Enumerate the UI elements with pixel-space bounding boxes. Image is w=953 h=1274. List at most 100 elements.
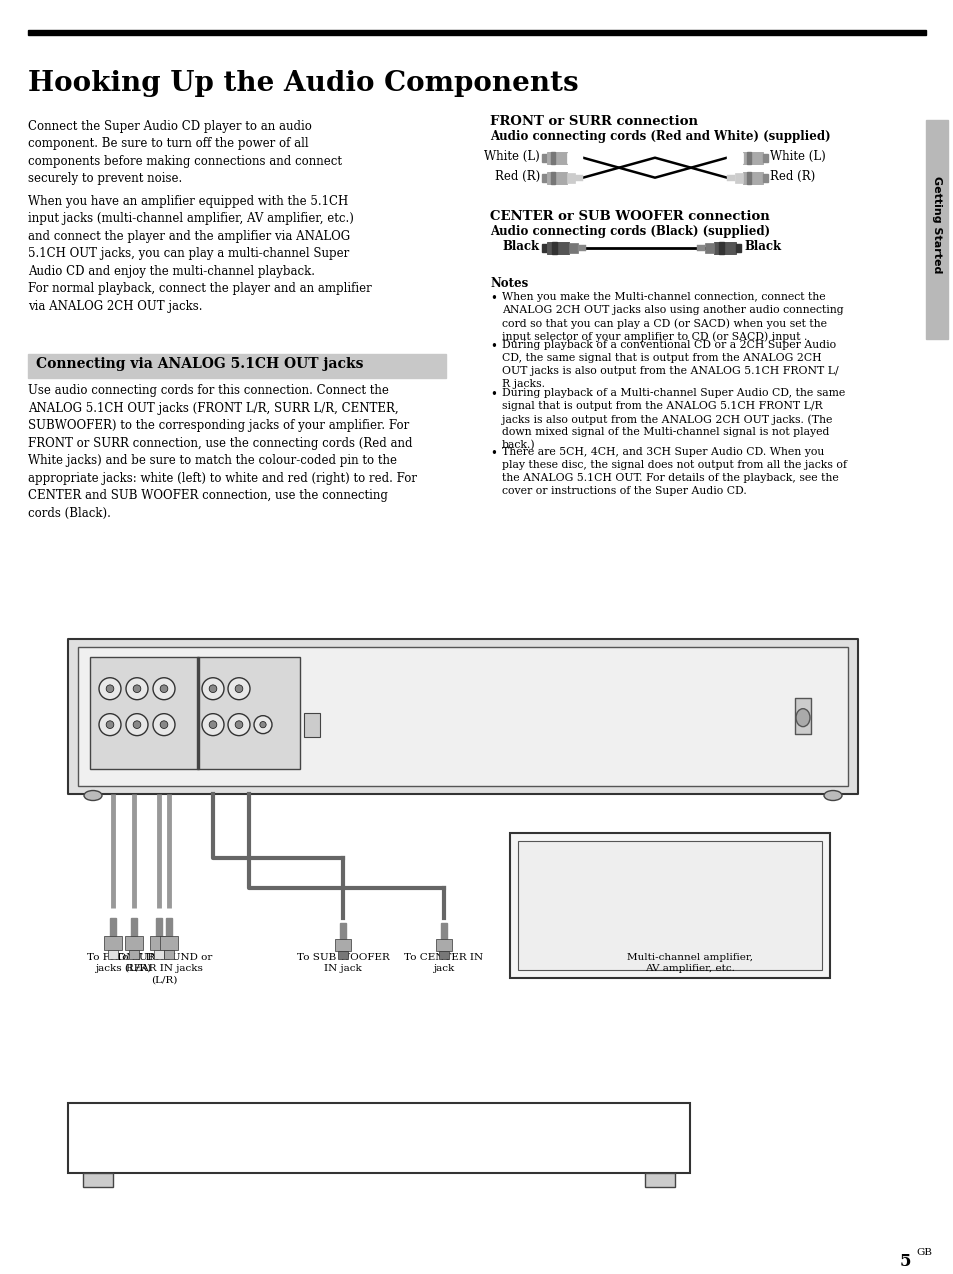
Text: •: • (490, 389, 497, 401)
Bar (338, 952, 348, 959)
Bar (108, 949, 118, 959)
Text: •: • (490, 293, 497, 306)
Ellipse shape (209, 721, 216, 729)
Ellipse shape (133, 721, 141, 729)
Bar (546, 172, 566, 183)
Bar (541, 154, 546, 162)
Bar (734, 153, 742, 163)
Ellipse shape (152, 678, 174, 699)
Bar (719, 242, 723, 254)
Bar (83, 1173, 112, 1187)
Text: Audio connecting cords (Black) (supplied): Audio connecting cords (Black) (supplied… (490, 224, 769, 237)
Text: To SURROUND or
REAR IN jacks
(L/R): To SURROUND or REAR IN jacks (L/R) (115, 953, 212, 985)
Bar (546, 242, 568, 254)
Ellipse shape (228, 678, 250, 699)
Text: CENTER or SUB WOOFER connection: CENTER or SUB WOOFER connection (490, 210, 769, 223)
Bar (125, 936, 143, 949)
Bar (742, 152, 762, 163)
Text: When you make the Multi-channel connection, connect the
ANALOG 2CH OUT jacks als: When you make the Multi-channel connecti… (501, 293, 842, 343)
Bar (551, 152, 555, 163)
Bar (541, 173, 546, 182)
Text: Getting Started: Getting Started (931, 176, 941, 273)
Text: •: • (490, 447, 497, 460)
Text: To CENTER IN
jack: To CENTER IN jack (404, 953, 483, 973)
Bar (68, 638, 857, 794)
Bar (746, 152, 750, 163)
Bar (196, 657, 199, 768)
Text: To FRONT IN
jacks (L/R): To FRONT IN jacks (L/R) (87, 953, 159, 973)
Bar (150, 936, 168, 949)
Bar (644, 1173, 675, 1187)
Bar (131, 919, 137, 936)
Text: 5: 5 (899, 1252, 910, 1270)
Text: GB: GB (915, 1247, 931, 1256)
Bar (110, 919, 116, 936)
Bar (575, 154, 582, 161)
Bar (578, 245, 585, 251)
Bar (510, 833, 829, 978)
Text: Notes: Notes (490, 278, 528, 290)
Ellipse shape (795, 708, 809, 726)
Ellipse shape (259, 721, 266, 727)
Bar (762, 154, 767, 162)
Bar (90, 657, 299, 768)
Ellipse shape (126, 678, 148, 699)
Bar (925, 120, 947, 339)
Text: There are 5CH, 4CH, and 3CH Super Audio CD. When you
play these disc, the signal: There are 5CH, 4CH, and 3CH Super Audio … (501, 447, 846, 496)
Ellipse shape (202, 678, 224, 699)
Ellipse shape (106, 721, 113, 729)
Bar (78, 647, 847, 786)
Text: Use audio connecting cords for this connection. Connect the
ANALOG 5.1CH OUT jac: Use audio connecting cords for this conn… (28, 385, 416, 520)
Ellipse shape (160, 685, 168, 693)
Bar (28, 354, 446, 378)
Text: Black: Black (502, 240, 539, 252)
Text: White (L): White (L) (769, 150, 825, 163)
Bar (575, 175, 582, 181)
Text: Multi-channel amplifier,
AV amplifier, etc.: Multi-channel amplifier, AV amplifier, e… (626, 953, 752, 973)
Ellipse shape (209, 685, 216, 693)
Text: Red (R): Red (R) (495, 169, 539, 182)
Bar (735, 243, 740, 251)
Bar (568, 242, 578, 252)
Bar (104, 936, 122, 949)
Ellipse shape (126, 713, 148, 735)
Text: During playback of a conventional CD or a 2CH Super Audio
CD, the same signal th: During playback of a conventional CD or … (501, 340, 838, 389)
Ellipse shape (99, 713, 121, 735)
Ellipse shape (234, 721, 243, 729)
Bar (68, 1103, 689, 1173)
Bar (166, 919, 172, 936)
Bar (436, 939, 452, 952)
Text: Audio connecting cords (Red and White) (supplied): Audio connecting cords (Red and White) (… (490, 130, 830, 143)
Ellipse shape (160, 721, 168, 729)
Bar (713, 242, 735, 254)
Bar (304, 712, 319, 736)
Bar (704, 242, 713, 252)
Bar (552, 242, 557, 254)
Ellipse shape (152, 713, 174, 735)
Ellipse shape (84, 791, 102, 800)
Bar (28, 31, 925, 34)
Text: When you have an amplifier equipped with the 5.1CH
input jacks (multi-channel am: When you have an amplifier equipped with… (28, 195, 372, 312)
Text: To SUB WOOFER
IN jack: To SUB WOOFER IN jack (296, 953, 389, 973)
Bar (438, 952, 448, 959)
Bar (794, 698, 810, 734)
Ellipse shape (234, 685, 243, 693)
Bar (163, 949, 174, 959)
Bar (440, 924, 447, 939)
Ellipse shape (253, 716, 272, 734)
Ellipse shape (823, 791, 841, 800)
Bar (517, 841, 821, 971)
Bar (335, 939, 351, 952)
Text: Hooking Up the Audio Components: Hooking Up the Audio Components (28, 70, 578, 97)
Text: FRONT or SURR connection: FRONT or SURR connection (490, 115, 698, 127)
Text: Red (R): Red (R) (769, 169, 815, 182)
Bar (129, 949, 139, 959)
Text: Black: Black (743, 240, 781, 252)
Ellipse shape (228, 713, 250, 735)
Bar (742, 172, 762, 183)
Text: White (L): White (L) (484, 150, 539, 163)
Bar (697, 245, 704, 251)
Bar (546, 152, 566, 163)
Bar (746, 172, 750, 183)
Bar (762, 173, 767, 182)
